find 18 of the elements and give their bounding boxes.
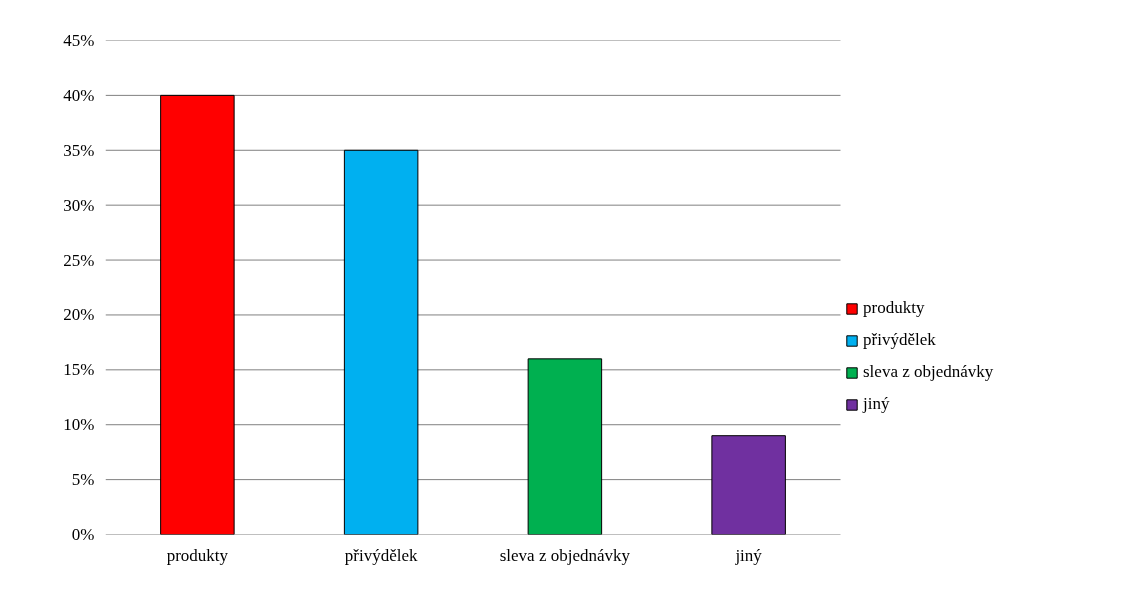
y-tick-label: 20% [63,305,95,325]
y-tick-label: 30% [63,195,95,215]
y-tick-label: 40% [63,85,95,105]
y-tick-label: 10% [63,415,95,435]
legend-label: produkty [863,298,925,318]
y-tick-label: 15% [63,360,95,380]
y-tick-label: 35% [63,140,95,160]
x-tick-label: přivýdělek [344,545,418,565]
x-tick-label: sleva z objednávky [499,545,631,565]
legend-label: sleva z objednávky [863,362,994,382]
y-tick-label: 45% [63,31,95,50]
y-tick-label: 25% [63,250,95,270]
legend-label: přivýdělek [863,330,936,350]
y-tick-label: 0% [71,525,95,544]
legend-label: jiný [863,394,890,414]
x-tick-label: jiný [734,545,763,565]
x-tick-label: produkty [166,545,229,565]
y-tick-label: 5% [71,470,95,490]
